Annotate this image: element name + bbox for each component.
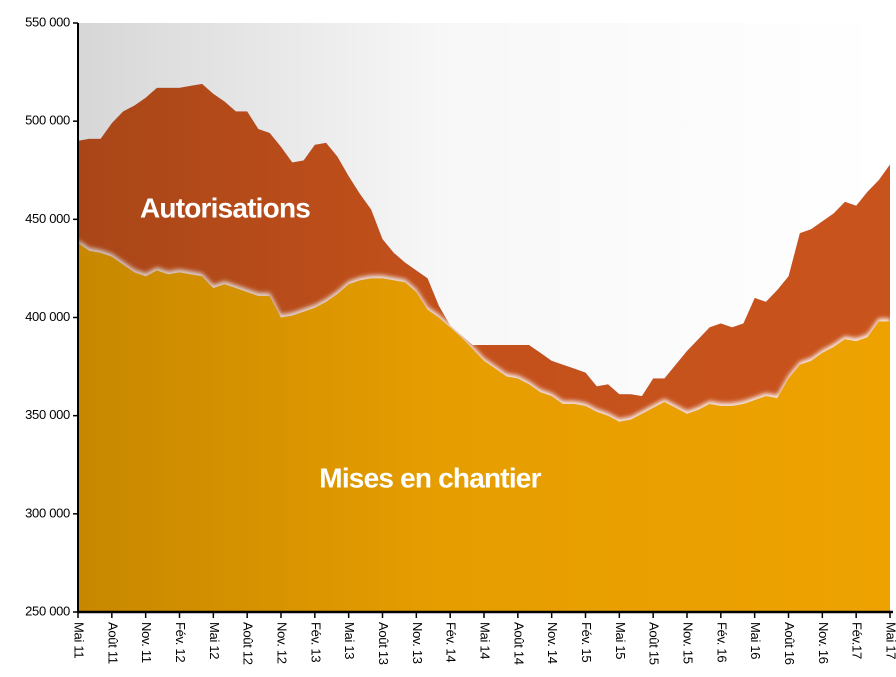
x-tick-label: Nov. 15 bbox=[681, 622, 696, 664]
x-tick-label: Août 12 bbox=[241, 622, 256, 665]
x-tick-label: Mai 16 bbox=[748, 622, 763, 659]
x-tick-label: Mai 12 bbox=[207, 622, 222, 659]
x-tick-label: Août 11 bbox=[105, 622, 120, 664]
y-tick-label: 500 000 bbox=[25, 113, 70, 128]
y-tick-label: 400 000 bbox=[25, 309, 70, 324]
y-tick-label: 450 000 bbox=[25, 211, 70, 226]
y-tick-label: 550 000 bbox=[25, 14, 70, 29]
x-tick-label: Août 16 bbox=[782, 622, 797, 665]
x-tick-label: Fév. 16 bbox=[714, 622, 729, 662]
x-tick-label: Nov. 11 bbox=[139, 622, 154, 663]
x-tick-label: Nov. 14 bbox=[545, 622, 560, 664]
y-tick-label: 350 000 bbox=[25, 407, 70, 422]
x-tick-label: Mai 13 bbox=[342, 622, 357, 659]
x-tick-label: Août 15 bbox=[647, 622, 662, 665]
x-tick-label: Nov. 12 bbox=[275, 622, 290, 664]
x-tick-label: Nov. 16 bbox=[816, 622, 831, 664]
x-tick-label: Mai 17 bbox=[884, 622, 896, 659]
x-tick-label: Nov. 13 bbox=[410, 622, 425, 664]
x-tick-label: Mai 14 bbox=[478, 622, 493, 659]
y-tick-label: 300 000 bbox=[25, 505, 70, 520]
series-label: Autorisations bbox=[140, 192, 310, 223]
y-tick-label: 250 000 bbox=[25, 603, 70, 618]
x-tick-label: Fév. 13 bbox=[308, 622, 323, 662]
x-tick-label: Fév. 15 bbox=[579, 622, 594, 662]
x-tick-label: Fév.17 bbox=[850, 622, 865, 659]
x-tick-label: Mai 11 bbox=[72, 622, 87, 658]
x-tick-label: Mai 15 bbox=[613, 622, 628, 659]
x-tick-label: Août 14 bbox=[511, 622, 526, 665]
series-label: Mises en chantier bbox=[319, 462, 541, 493]
x-tick-label: Fév. 14 bbox=[444, 622, 459, 662]
area bbox=[78, 242, 890, 612]
x-tick-label: Août 13 bbox=[376, 622, 391, 665]
x-tick-label: Fév. 12 bbox=[173, 622, 188, 662]
